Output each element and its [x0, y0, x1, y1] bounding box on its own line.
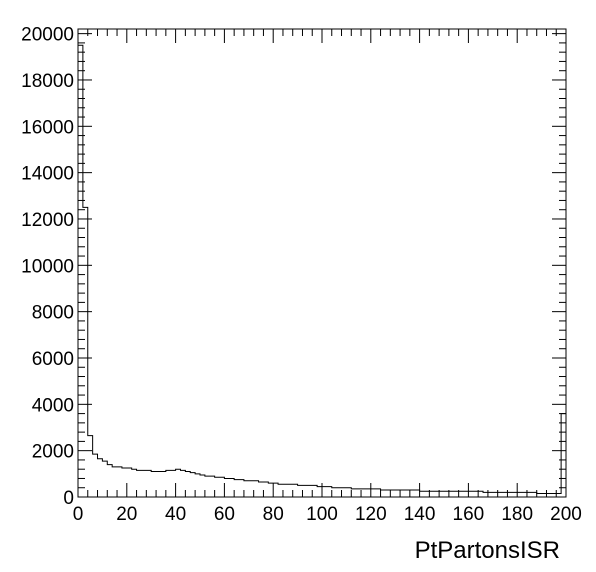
x-tick-label: 120 — [355, 504, 387, 525]
y-tick-labels: 0 2000 4000 6000 8000 10000 12000 14000 16000 180… — [21, 25, 74, 509]
x-tick-label: 160 — [453, 504, 485, 525]
x-tick-label: 200 — [550, 504, 582, 525]
y-tick-label: 4000 — [32, 395, 74, 416]
x-tick-label: 60 — [214, 504, 235, 525]
y-tick-label: 0 — [63, 488, 74, 509]
y-tick-label: 20000 — [21, 25, 74, 46]
x-tick-label: 40 — [165, 504, 186, 525]
x-tick-label: 0 — [73, 504, 84, 525]
y-tick-label: 10000 — [21, 256, 74, 277]
x-tick-label: 100 — [306, 504, 338, 525]
y-tick-label: 18000 — [21, 71, 74, 92]
x-tick-label: 180 — [501, 504, 533, 525]
x-axis-label: PtPartonsISR — [415, 537, 560, 564]
y-tick-label: 14000 — [21, 164, 74, 185]
plot-frame — [77, 28, 567, 498]
x-tick-label: 80 — [263, 504, 284, 525]
y-tick-label: 12000 — [21, 210, 74, 231]
histogram-outline — [77, 44, 567, 497]
y-tick-label: 2000 — [32, 442, 74, 463]
x-tick-label: 20 — [116, 504, 137, 525]
x-tick-label: 140 — [404, 504, 436, 525]
y-tick-label: 8000 — [32, 303, 74, 324]
y-tick-label: 6000 — [32, 349, 74, 370]
tick-marks — [77, 29, 567, 498]
y-tick-label: 16000 — [21, 117, 74, 138]
x-tick-labels: 0 20 40 60 80 100 120 140 160 180 200 — [73, 504, 582, 525]
